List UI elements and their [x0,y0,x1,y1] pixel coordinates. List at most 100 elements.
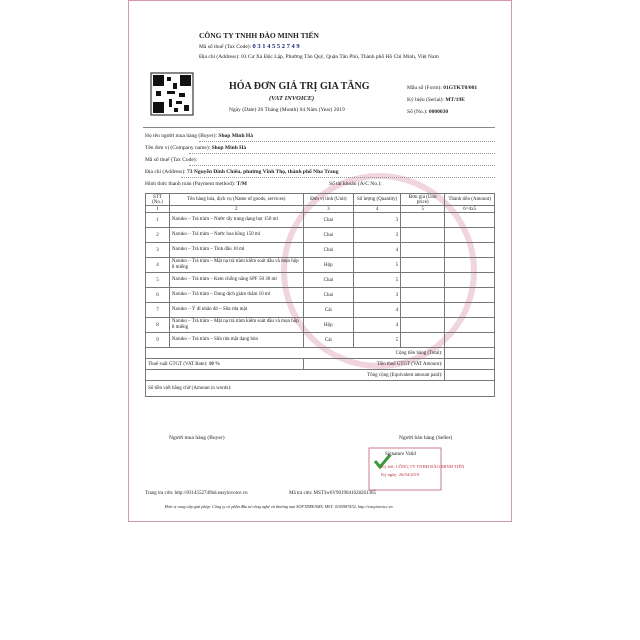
value: Shop Minh Hà [218,133,253,139]
item-row: 4 Naruko – Trà tràm – Mặt nạ trà tràm kiể… [145,257,495,273]
item-unit: Hộp [302,257,355,273]
buyer-company: Tên đơn vị (Company name): Shop Minh Hà [145,145,246,151]
item-price [400,212,446,228]
item-price [400,272,446,288]
label: Số (No.): [407,109,428,115]
label: Tháng (Month) [264,107,299,113]
label: Năm (Year) [306,107,333,113]
item-qty: 4 [353,242,402,258]
item-unit: Cái [302,332,355,348]
meta-item: Ký hiệu (Serial): MT/19E [407,97,465,103]
company-name: CÔNG TY TNHH ĐÀO MINH TIẾN [199,31,319,40]
buyer-tax: Mã số thuế (Tax Code): [145,157,198,163]
item-qty: 4 [353,302,402,318]
signature-valid: Signature Valid [385,452,416,457]
value: 0 3 1 4 5 5 2 7 4 9 [252,43,300,50]
item-unit: Chai [302,272,355,288]
provider: Đơn vị cung cấp giải pháp: Công ty cổ ph… [165,504,393,509]
item-price [400,332,446,348]
lookup-page: Trang tra cứu: http://0314552749hd.easyi… [145,491,248,496]
item-name: Naruko – Trà tràm – Mặt nạ trà tràm kiểm… [168,257,304,273]
subtitle: (VAT INVOICE) [269,95,315,102]
date: Ngày (Date) 26 Tháng (Month) 04 Năm (Yea… [229,107,345,113]
item-qty: 5 [353,332,402,348]
signed-by: Ký bởi: CÔNG TY TNHH ĐÀO MINH TIẾN [381,464,465,469]
label: Ngày (Date) [229,107,257,113]
value: T/M [236,181,247,187]
item-unit: Chai [302,212,355,228]
item-no: 6 [145,287,170,303]
label: Mẫu số (Form): [407,85,442,91]
vat-rate: Thuế suất GTGT (VAT Rate): 10 % [145,358,304,370]
item-amount [444,257,495,273]
buyer-address: Địa chỉ (Address): 73 Nguyễn Đình Chiểu,… [145,169,338,175]
item-no: 9 [145,332,170,348]
column-number: 4 [353,205,402,213]
value: 01GTKT0/001 [443,85,478,91]
column-header: Đơn giá (Unit price) [400,193,446,206]
item-name: Naruko – Trà tràm – Dung dịch giảm thâm … [168,287,304,303]
item-name: Naruko – Ý dĩ nhân đỏ – Sữa rửa mặt [168,302,304,318]
invoice: CÔNG TY TNHH ĐÀO MINH TIẾN Mã số thuế (T… [128,0,512,522]
item-price [400,317,446,333]
payment: Hình thức thanh toán (Payment method): T… [145,181,247,187]
tax-code: Mã số thuế (Tax Code): 0 3 1 4 5 5 2 7 4… [199,43,300,50]
value: 03 Cư Xá Độc Lập, Phường Tân Quý, Quận T… [241,54,439,60]
item-row: 7 Naruko – Ý dĩ nhân đỏ – Sữa rửa mặt Cái 4 [145,302,495,318]
item-no: 1 [145,212,170,228]
item-unit: Hộp [302,317,355,333]
item-name: Naruko – Trà tràm – Nước hoa hồng 150 ml [168,227,304,243]
item-no: 7 [145,302,170,318]
item-unit: Chai [302,287,355,303]
check-mark [373,454,392,470]
item-amount [444,212,495,228]
item-row: 3 Naruko – Trà tràm – Tinh dầu 10 ml Chai 4 [145,242,495,258]
item-qty: 3 [353,212,402,228]
item-no: 5 [145,272,170,288]
item-row: 9 Naruko – Trà tràm – Sữa rửa mặt dạng bù… [145,332,495,348]
items-table: STT (No.) Tên hàng hóa, dịch vụ (Name of … [144,193,495,397]
column-number: 5 [400,205,446,213]
item-no: 3 [145,242,170,258]
value: 04 [299,107,306,113]
item-row: 2 Naruko – Trà tràm – Nước hoa hồng 150 m… [145,227,495,243]
item-price [400,302,446,318]
lookup-code: Mã tra cứu: MST3w6V9019041628261365 [289,491,377,496]
label: Địa chỉ (Address): [199,54,240,60]
item-row: 6 Naruko – Trà tràm – Dung dịch giảm thâm… [145,287,495,303]
item-unit: Chai [302,227,355,243]
label: Địa chỉ (Address): [145,169,186,175]
item-name: Naruko – Trà tràm – Kem chống nắng SPF 5… [168,272,304,288]
value: Shop Minh Hà [211,145,247,151]
label: Ký hiệu (Serial): [407,97,444,103]
buyer-name: Họ tên người mua hàng (Buyer): Shop Minh… [145,133,253,139]
item-amount [444,287,495,303]
column-header: Thành tiền (Amount) [444,193,495,206]
title: HÓA ĐƠN GIÁ TRỊ GIA TĂNG [229,81,370,92]
buyer-sign: Người mua hàng (Buyer) [169,435,225,441]
item-no: 2 [145,227,170,243]
value: 73 Nguyễn Đình Chiểu, phường Vĩnh Thọ, t… [187,169,339,175]
meta-item: Số (No.): 0000030 [407,109,448,115]
item-row: 5 Naruko – Trà tràm – Kem chống nắng SPF … [145,272,495,288]
item-no: 4 [145,257,170,273]
grand-total-label: Tổng cộng (Equivalent amount paid): [144,369,446,381]
value: 10 % [208,361,220,367]
vat-amount-label: Tiền thuế GTGT (VAT Amount): [302,358,446,370]
item-amount [444,332,495,348]
item-amount [444,317,495,333]
value: MT/19E [445,97,465,103]
column-header: Đơn vị tính (Unit) [302,193,355,206]
value: 0000030 [428,109,449,115]
meta-item: Mẫu số (Form): 01GTKT0/001 [407,85,477,91]
column-number: 3 [302,205,355,213]
label: Hình thức thanh toán (Payment method): [145,181,236,187]
column-header: Tên hàng hóa, dịch vụ (Name of goods, se… [168,193,304,206]
item-qty: 4 [353,317,402,333]
item-name: Naruko – Trà tràm – Tinh dầu 10 ml [168,242,304,258]
item-name: Naruko – Trà tràm – Sữa rửa mặt dạng bùn [168,332,304,348]
signed-date: Ký ngày: 26/04/2019 [381,472,420,477]
column-number: 6=4x5 [444,205,495,213]
column-number: 2 [168,205,304,213]
item-qty: 3 [353,227,402,243]
